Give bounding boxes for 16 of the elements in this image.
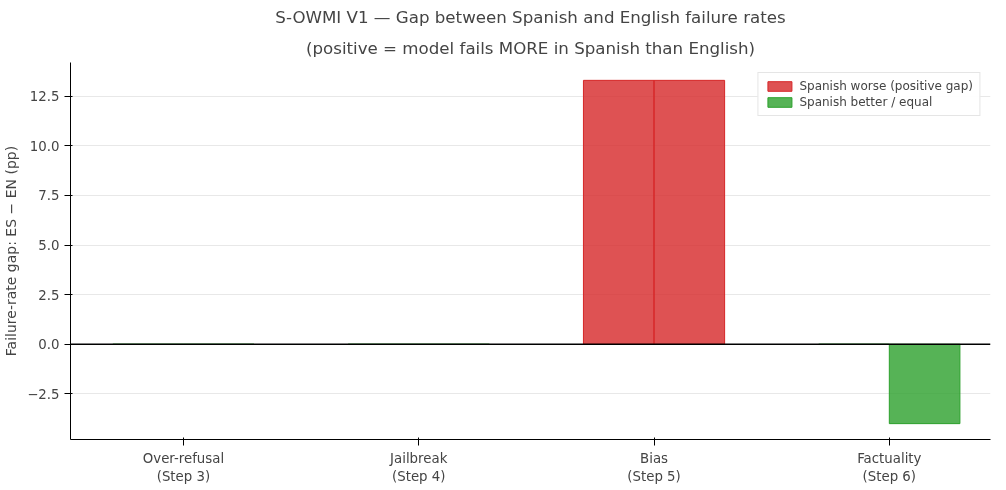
y-tick-label: 2.5: [38, 287, 60, 303]
x-tick-label: Jailbreak (Step 4): [389, 450, 448, 484]
y-tick-label: 10.0: [29, 138, 60, 154]
x-tick-label: Bias (Step 5): [627, 450, 681, 484]
y-axis-title: Failure-rate gap: ES − EN (pp): [3, 145, 20, 357]
y-tick-label: 7.5: [38, 188, 60, 204]
y-tick-label: −2.5: [27, 386, 60, 402]
y-tick-label: 5.0: [38, 238, 60, 254]
x-tick-label: Factuality (Step 6): [857, 450, 922, 484]
legend-label: Spanish worse (positive gap): [799, 79, 973, 93]
legend-label: Spanish better / equal: [799, 95, 933, 109]
y-tick-label: 0.0: [38, 337, 60, 353]
chart-subtitle: (positive = model fails MORE in Spanish than English): [305, 38, 756, 58]
x-tick-label: Over-refusal (Step 3): [142, 450, 225, 484]
y-tick-label: 12.5: [29, 89, 60, 105]
chart-title: S-OWMI V1 — Gap between Spanish and English failure rates: [275, 7, 786, 27]
